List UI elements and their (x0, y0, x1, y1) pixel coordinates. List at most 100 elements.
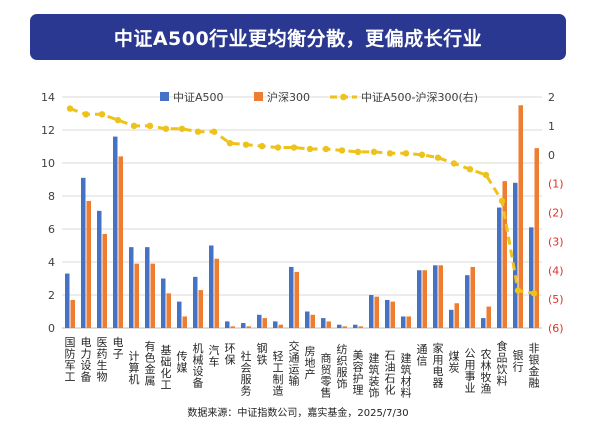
x-tick-label: 基础化工 (161, 344, 172, 392)
bar-series-2 (230, 326, 235, 328)
difference-line-point (98, 111, 106, 118)
bars (65, 105, 539, 328)
difference-line-point (402, 150, 410, 157)
bar-series-1 (257, 314, 262, 328)
x-tick-label: 汽车 (209, 343, 220, 369)
bar-series-1 (305, 311, 310, 328)
x-tick-label: 美容护理 (353, 349, 364, 397)
bar-series-2 (214, 258, 219, 328)
difference-line-path (69, 107, 535, 295)
difference-line-point (258, 142, 266, 150)
bar-series-1 (209, 245, 214, 328)
difference-line-point (274, 144, 282, 151)
bar-series-1 (81, 177, 86, 328)
difference-line-point (450, 160, 458, 167)
bar-series-2 (278, 324, 283, 328)
x-tick-label: 医药生物 (97, 336, 108, 384)
y-right-tick-label: 1 (548, 120, 555, 133)
y-right-tick-label: (5) (548, 293, 564, 306)
bar-series-1 (177, 301, 182, 328)
legend-label-difference: 中证A500-沪深300(右) (361, 90, 478, 104)
bar-series-2 (422, 270, 427, 328)
difference-line-point (338, 147, 346, 154)
bar-series-1 (113, 136, 118, 328)
bar-series-1 (433, 265, 438, 328)
title-bar: 中证A500行业更均衡分散，更偏成长行业 (30, 14, 566, 60)
grid (62, 96, 542, 329)
difference-line-point (466, 165, 474, 173)
difference-line-point (434, 154, 442, 161)
x-tick-label: 非银金融 (529, 342, 540, 390)
legend-label-csi-a500: 中证A500 (173, 91, 224, 104)
bar-series-2 (70, 299, 75, 328)
legend-line-marker (340, 93, 347, 101)
x-tick-label: 电子 (113, 336, 124, 361)
difference-line-point (178, 125, 186, 132)
bar-series-2 (262, 318, 267, 328)
difference-line-point (386, 150, 394, 157)
bar-series-2 (358, 326, 363, 328)
bar-series-2 (246, 326, 251, 328)
y-right-tick-label: 2 (548, 91, 555, 104)
difference-line-point (530, 290, 538, 297)
bar-series-2 (86, 200, 91, 328)
bar-series-1 (65, 273, 70, 328)
x-tick-label: 轻工制造 (273, 349, 284, 398)
x-tick-label: 机械设备 (193, 341, 204, 390)
x-tick-label: 石油石化 (385, 349, 396, 397)
bar-series-1 (497, 207, 502, 328)
x-tick-label: 钢铁 (257, 342, 268, 367)
bar-series-1 (241, 323, 246, 328)
x-tick-label: 电力设备 (81, 336, 92, 384)
y-left-tick-label: 6 (48, 223, 55, 236)
x-tick-label: 房地产 (305, 345, 316, 381)
bar-series-2 (294, 271, 299, 328)
x-tick-label: 交通运输 (289, 339, 300, 388)
legend-swatch-csi-a500 (160, 92, 169, 101)
bar-series-1 (225, 321, 230, 328)
y-left-tick-label: 12 (41, 124, 55, 137)
bar-series-1 (161, 278, 166, 328)
y-left-tick-label: 8 (48, 190, 55, 203)
y-right-tick-label: (1) (548, 178, 564, 191)
bar-series-1 (353, 324, 358, 328)
y-left-tick-label: 14 (41, 91, 55, 104)
legend-swatch-csi-300 (254, 92, 263, 101)
difference-line-point (66, 105, 74, 112)
bar-series-2 (534, 148, 539, 328)
difference-line-point (194, 128, 202, 135)
bar-series-1 (273, 321, 278, 328)
bar-series-1 (401, 316, 406, 328)
y-right-tick-label: (4) (548, 264, 564, 277)
x-tick-label: 计算机 (129, 350, 140, 386)
x-tick-label: 食品饮料 (497, 339, 508, 388)
bar-series-1 (449, 309, 454, 328)
bar-series-2 (134, 263, 139, 328)
bar-series-1 (465, 275, 470, 328)
x-tick-label: 有色金属 (145, 339, 156, 388)
x-tick-label: 商贸零售 (321, 351, 332, 400)
bar-series-1 (129, 247, 134, 328)
difference-line-point (306, 145, 314, 153)
bar-series-2 (182, 316, 187, 328)
difference-line-point (418, 151, 426, 158)
difference-line-point (82, 111, 90, 118)
y-right-tick-label: (6) (548, 322, 564, 335)
difference-line-point (146, 122, 154, 130)
x-tick-label: 纺织服饰 (337, 342, 348, 391)
difference-line-point (322, 145, 330, 153)
x-tick-label: 煤炭 (449, 350, 460, 375)
bar-series-1 (289, 266, 294, 328)
bar-series-2 (390, 301, 395, 328)
bar-series-2 (454, 303, 459, 328)
bar-series-1 (193, 276, 198, 328)
difference-line-point (482, 171, 490, 179)
x-tick-label: 国防军工 (65, 336, 76, 384)
bar-series-2 (310, 314, 315, 328)
difference-line-point (514, 287, 522, 294)
bar-series-2 (166, 293, 171, 328)
difference-line-point (498, 197, 506, 205)
bar-series-1 (145, 247, 150, 328)
